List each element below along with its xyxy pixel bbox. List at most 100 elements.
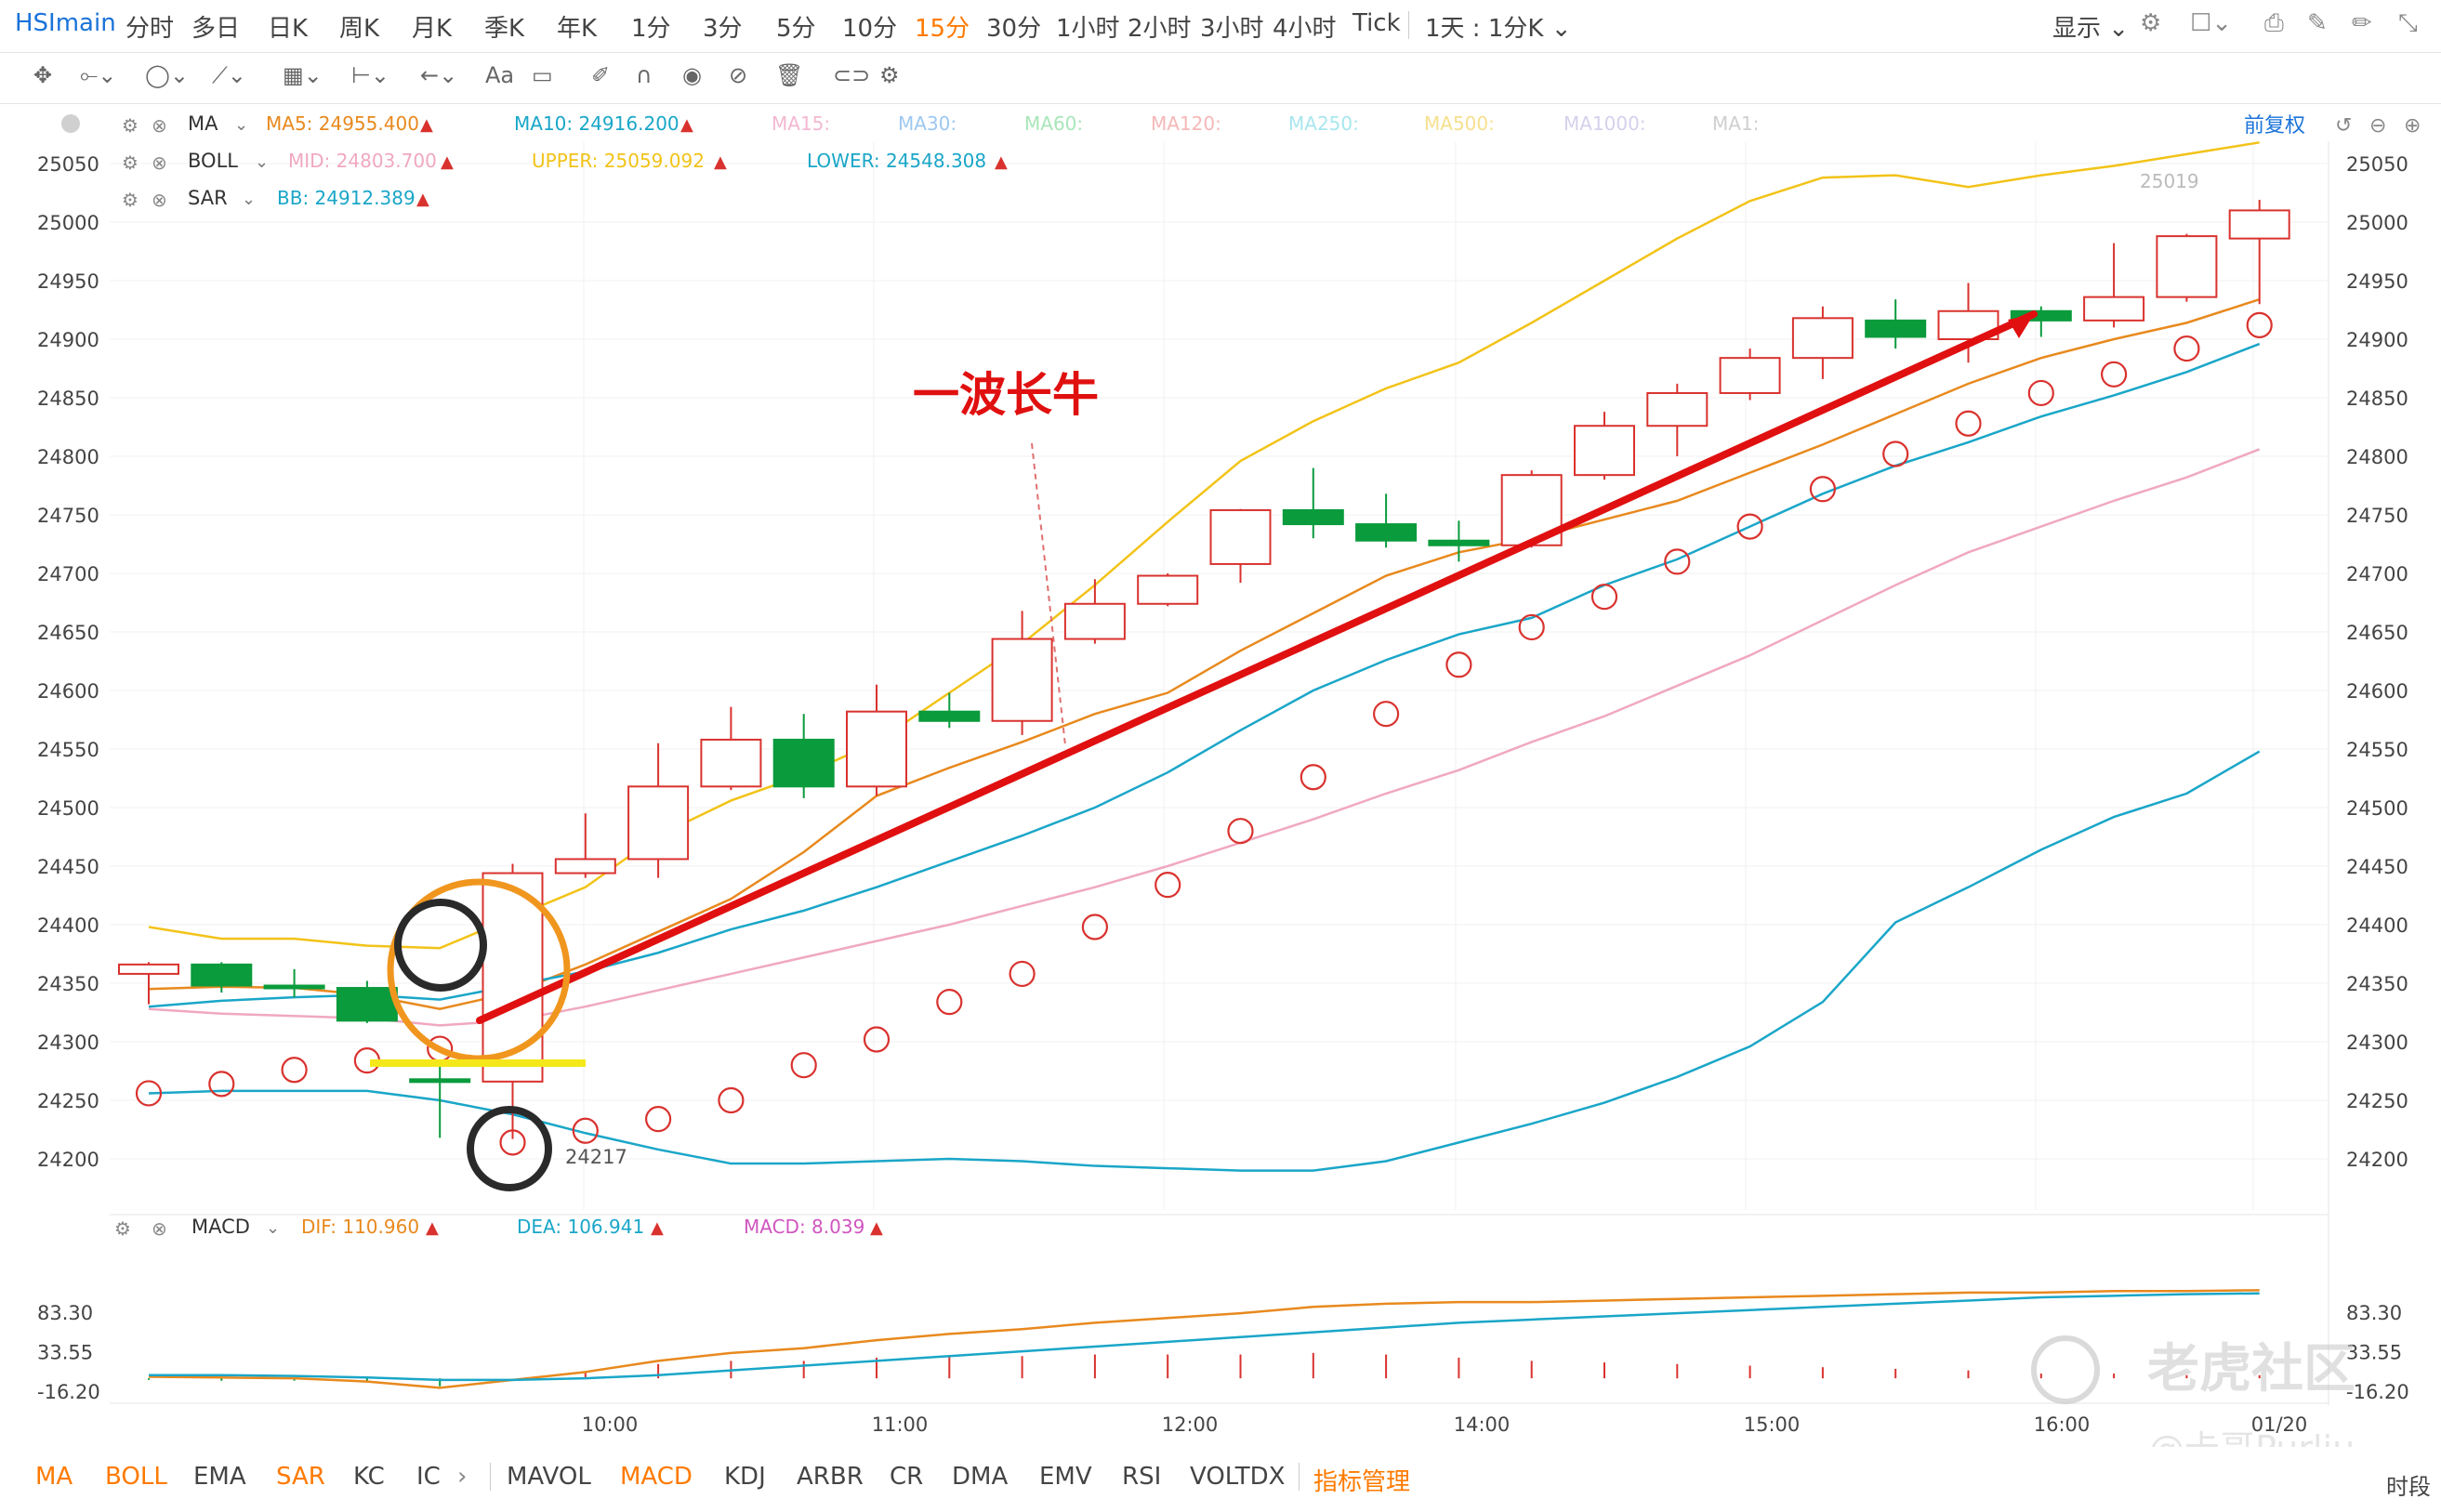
ind-voltdx[interactable]: VOLTDX	[1190, 1463, 1286, 1491]
candle-body	[1791, 317, 1854, 360]
fullscreen-icon[interactable]: ⤡	[2398, 9, 2418, 37]
sar-dot	[135, 1080, 163, 1107]
period-1h[interactable]: 1小时	[1056, 15, 1120, 43]
fib-tool-icon[interactable]: ▦⌄	[283, 62, 323, 88]
svg-text:▲: ▲	[426, 1218, 439, 1238]
kline-chart[interactable]: ⚙ ⊗ MA ⌄ MA5: 24955.400 ▲ MA10: 24916.20…	[0, 104, 2441, 1447]
y-tick-label: 24700	[37, 563, 99, 585]
settings-gear-icon[interactable]: ⚙	[2140, 9, 2162, 37]
segment-line-icon[interactable]: ⟜⌄	[80, 62, 117, 88]
period-30min[interactable]: 30分	[986, 15, 1042, 43]
black-circle-highlight-upper	[394, 899, 487, 992]
polyline-icon[interactable]: ⟋⌄	[212, 62, 246, 88]
ind-cr[interactable]: CR	[890, 1463, 924, 1491]
ind-arbr[interactable]: ARBR	[797, 1463, 864, 1491]
trash-icon[interactable]: 🗑	[775, 62, 804, 88]
pencil-icon[interactable]: ✐	[591, 62, 611, 88]
ma1-label: MA1:	[1712, 112, 1759, 135]
boll-mid-value: MID: 24803.700	[288, 150, 437, 172]
period-3min[interactable]: 3分	[703, 15, 743, 43]
period-month[interactable]: 月K	[412, 15, 453, 43]
ma1000-label: MA1000:	[1564, 112, 1646, 135]
indicator-manage-button[interactable]: 指标管理	[1313, 1468, 1411, 1496]
ind-ic[interactable]: IC	[416, 1463, 441, 1491]
boll-settings-icon: ⚙	[122, 151, 139, 174]
svg-text:▲: ▲	[995, 152, 1008, 172]
candle-body	[118, 963, 179, 975]
ind-kc[interactable]: KC	[353, 1463, 385, 1491]
y-tick-label: 24800	[37, 446, 99, 468]
period-quarter[interactable]: 季K	[484, 15, 525, 43]
ind-macd[interactable]: MACD	[620, 1463, 693, 1491]
circle-tool-icon[interactable]: ◯⌄	[145, 62, 189, 88]
sar-dot	[1736, 513, 1763, 540]
period-15min[interactable]: 15分	[915, 15, 970, 43]
period-4h[interactable]: 4小时	[1273, 15, 1337, 43]
candle-body	[1209, 508, 1272, 565]
svg-text:▲: ▲	[714, 152, 727, 172]
candle-body	[1355, 523, 1418, 542]
chart-grid	[110, 141, 2329, 1405]
move-cross-icon[interactable]: ✥	[33, 62, 53, 88]
y-tick-label-right: 24300	[2346, 1032, 2408, 1054]
comment-icon[interactable]: ▭	[532, 62, 553, 88]
range-label: 1天 : 1分K	[1425, 15, 1544, 43]
period-week[interactable]: 周K	[339, 15, 380, 43]
tool-settings-icon[interactable]: ⚙	[879, 62, 900, 88]
period-day[interactable]: 日K	[268, 15, 309, 43]
y-tick-label: 24650	[37, 622, 99, 644]
period-year[interactable]: 年K	[557, 15, 598, 43]
boll-lower-value: LOWER: 24548.308	[807, 150, 986, 172]
ma-close-icon: ⊗	[152, 114, 167, 137]
period-5min[interactable]: 5分	[776, 15, 816, 43]
y-tick-label: 24500	[37, 797, 99, 820]
range-select[interactable]: 1天 : 1分K ⌄	[1425, 9, 1572, 44]
ind-boll[interactable]: BOLL	[105, 1463, 167, 1491]
ind-mavol[interactable]: MAVOL	[507, 1463, 591, 1491]
sar-dot	[1809, 476, 1837, 503]
period-2h[interactable]: 2小时	[1128, 15, 1192, 43]
ind-dma[interactable]: DMA	[952, 1463, 1009, 1491]
period-duori[interactable]: 多日	[191, 15, 241, 43]
hide-icon[interactable]: ⊘	[729, 62, 748, 88]
ma250-label: MA250:	[1288, 112, 1359, 135]
symbol-name[interactable]: HSImain	[15, 9, 116, 37]
candle-body	[2228, 209, 2290, 240]
user-annotations: 一波长牛 24217 25019	[370, 170, 2199, 1191]
ind-rsi[interactable]: RSI	[1122, 1463, 1162, 1491]
period-label[interactable]: 时段	[2386, 1474, 2431, 1500]
macd-panel: 83.30 83.30 33.55 33.55 -16.20 -16.20	[37, 1289, 2409, 1403]
ma-legend: ⚙ ⊗ MA ⌄ MA5: 24955.400 ▲ MA10: 24916.20…	[61, 112, 2421, 138]
magnet-icon[interactable]: ∩	[636, 62, 653, 88]
text-tool-icon[interactable]: Aa	[485, 62, 515, 88]
macd-label: MACD	[191, 1216, 250, 1238]
period-3h[interactable]: 3小时	[1200, 15, 1264, 43]
edit-note-icon[interactable]: ✎	[2307, 9, 2328, 37]
macd-value: MACD: 8.039	[744, 1216, 864, 1238]
link-icon[interactable]: ⊂⊃	[833, 62, 871, 88]
sar-dot	[2173, 335, 2200, 362]
ind-sar[interactable]: SAR	[276, 1463, 325, 1491]
zoom-out-icon: ⊖	[2369, 114, 2386, 138]
measure-icon[interactable]: ⊢⌄	[351, 62, 390, 88]
svg-text:▲: ▲	[651, 1218, 664, 1238]
eye-icon[interactable]: ◉	[682, 62, 702, 88]
ind-emv[interactable]: EMV	[1039, 1463, 1092, 1491]
sar-close-icon: ⊗	[152, 189, 167, 211]
macd-dea-line	[149, 1292, 2260, 1382]
layout-box-icon[interactable]: ☐⌄	[2190, 9, 2233, 37]
period-1min[interactable]: 1分	[631, 15, 671, 43]
arrow-left-icon[interactable]: ←⌄	[420, 62, 458, 88]
pen-icon[interactable]: ✏	[2352, 9, 2372, 37]
ind-ema[interactable]: EMA	[193, 1463, 246, 1491]
trend-arrow-head	[2008, 314, 2034, 338]
ind-ma[interactable]: MA	[35, 1463, 73, 1491]
display-menu[interactable]: 显示 ⌄	[2052, 9, 2129, 44]
chevron-right-icon[interactable]: ›	[457, 1463, 468, 1491]
ma-label: MA	[188, 112, 218, 135]
camera-icon[interactable]: ⎙	[2264, 9, 2284, 37]
period-fenshi[interactable]: 分时	[125, 15, 175, 43]
period-10min[interactable]: 10分	[842, 15, 898, 43]
period-tick[interactable]: Tick	[1352, 9, 1401, 37]
ind-kdj[interactable]: KDJ	[724, 1463, 766, 1491]
